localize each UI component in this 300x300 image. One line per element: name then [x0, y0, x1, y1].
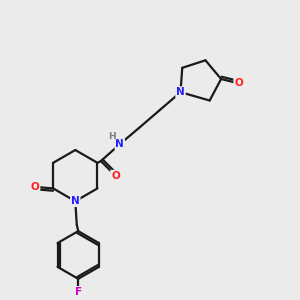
Text: O: O: [111, 171, 120, 181]
Text: F: F: [75, 287, 82, 297]
Text: O: O: [31, 182, 40, 192]
Text: N: N: [116, 139, 124, 149]
Text: O: O: [234, 78, 243, 88]
Text: N: N: [176, 87, 185, 97]
Text: H: H: [108, 132, 116, 141]
Text: N: N: [71, 196, 80, 206]
